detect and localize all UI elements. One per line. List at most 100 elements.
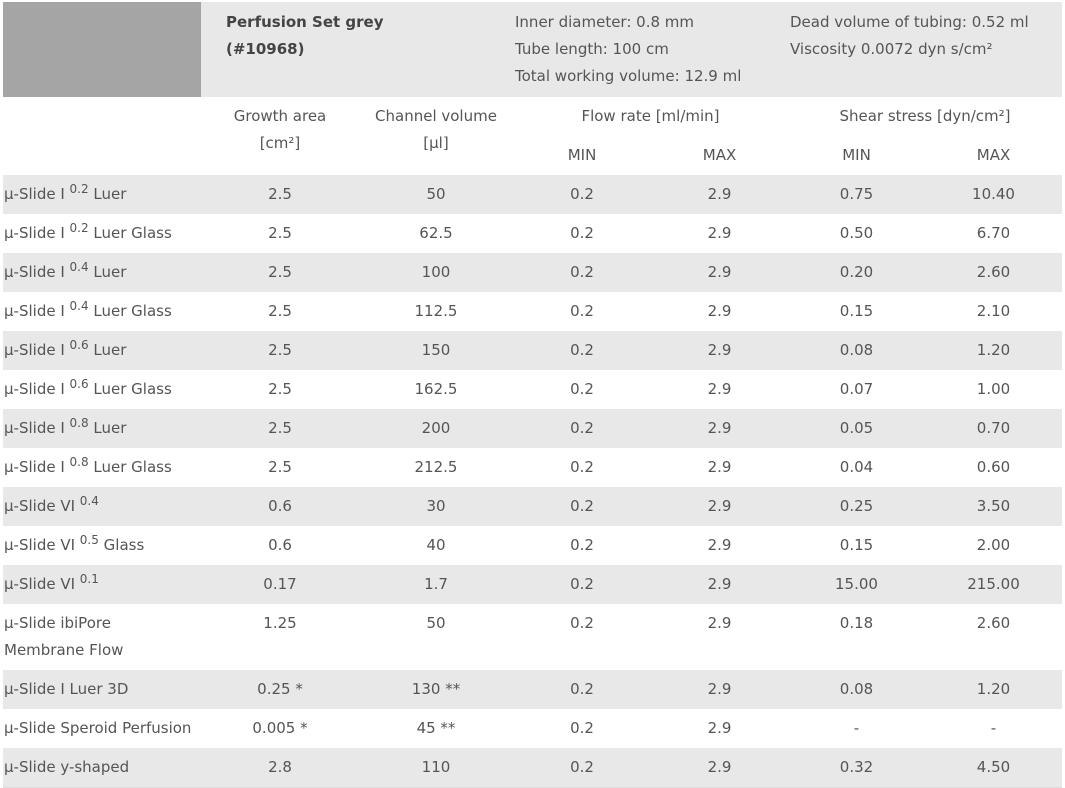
cell: 112.5: [414, 302, 458, 320]
cell: 0.2: [570, 719, 594, 737]
slide-name: µ-Slide I Luer 3D: [4, 680, 129, 698]
slide-name: µ-Slide I: [4, 263, 65, 281]
shear-head: Shear stress [dyn/cm²]: [839, 107, 1011, 125]
cell: 2.9: [651, 670, 788, 709]
cell: 0.17: [201, 565, 359, 604]
cell: 1.20: [925, 670, 1063, 709]
cell: 2.5: [201, 331, 359, 370]
cell: 0.2: [570, 536, 594, 554]
slide-suffix: Glass: [103, 536, 145, 554]
slide-name: µ-Slide I: [4, 185, 65, 203]
cell: 2.5: [268, 458, 292, 476]
cell: 62.5: [419, 224, 453, 242]
cell: 0.08: [788, 670, 925, 709]
flow-head: Flow rate [ml/min]: [581, 107, 720, 125]
table-body: µ-Slide I 0.2 Luer 2.5 50 0.2 2.9 0.75 10.40 µ-…: [3, 175, 1063, 788]
cell: 0.2: [513, 670, 651, 709]
cell: 2.5: [268, 380, 292, 398]
cell: 2.10: [976, 302, 1011, 320]
set-title: Perfusion Set grey (#10968): [201, 2, 513, 97]
specs-right: Dead volume of tubing: 0.52 ml Viscosity …: [788, 2, 1063, 97]
slide-suffix: Luer: [93, 185, 127, 203]
spec: Total working volume: 12.9 ml: [515, 67, 742, 85]
cell: 2.9: [707, 536, 732, 554]
slide-suffix: Luer Glass: [93, 380, 172, 398]
table-row: µ-Slide I 0.2 Luer 2.5 50 0.2 2.9 0.75 10.40: [3, 175, 1063, 214]
row-label: µ-Slide VI 0.4: [3, 487, 201, 526]
cell: 0.2: [513, 748, 651, 788]
row-label: µ-Slide ibiPore Membrane Flow: [3, 604, 201, 670]
slide-name: µ-Slide y-shaped: [4, 758, 130, 776]
cell: 2.8: [201, 748, 359, 788]
table-row: µ-Slide I 0.6 Luer 2.5 150 0.2 2.9 0.08 1.20: [3, 331, 1063, 370]
cell: 130 **: [359, 670, 513, 709]
row-label: µ-Slide I 0.8 Luer Glass: [3, 448, 201, 487]
col-title: Channel volume: [375, 107, 497, 125]
slide-suffix: Luer: [93, 341, 127, 359]
cell: 2.5: [201, 175, 359, 214]
cell: 50: [359, 175, 513, 214]
spec: Inner diameter: 0.8 mm: [515, 13, 695, 31]
cell: 0.04: [839, 458, 874, 476]
cell: 0.2: [513, 565, 651, 604]
title: Perfusion Set grey: [226, 13, 384, 31]
set-header: Perfusion Set grey (#10968) Inner diamete…: [3, 2, 1063, 97]
slide-name: µ-Slide ibiPore Membrane Flow: [4, 614, 124, 659]
slide-name: µ-Slide I: [4, 224, 65, 242]
cell: 150: [359, 331, 513, 370]
cell: 2.60: [976, 614, 1011, 632]
code: (#10968): [226, 40, 305, 58]
cell: 2.5: [268, 224, 292, 242]
cell: 0.2: [513, 487, 651, 526]
cell: 2.00: [976, 536, 1011, 554]
cell: 1.00: [976, 380, 1011, 398]
channel-head: Channel volume [µl]: [359, 97, 513, 175]
slide-suffix: Luer Glass: [93, 224, 172, 242]
cell: -: [990, 719, 997, 737]
slide-height: 0.8: [69, 455, 89, 469]
cell: 2.9: [651, 175, 788, 214]
table-row: µ-Slide I 0.4 Luer 2.5 100 0.2 2.9 0.20 2.60: [3, 253, 1063, 292]
table-row: µ-Slide I 0.2 Luer Glass 2.5 62.5 0.2 2.9 0.5…: [3, 214, 1062, 253]
cell: 0.15: [839, 536, 874, 554]
slide-height: 0.4: [79, 494, 99, 508]
specs-left: Inner diameter: 0.8 mm Tube length: 100 c…: [513, 2, 788, 97]
cell: 0.07: [839, 380, 874, 398]
slide-height: 0.6: [69, 377, 89, 391]
column-subheader: MIN MAX MIN MAX: [3, 136, 1062, 175]
sub-head: MIN: [567, 146, 597, 164]
row-label: µ-Slide I 0.4 Luer: [3, 253, 201, 292]
cell: 2.9: [707, 614, 732, 632]
slide-name: µ-Slide VI: [4, 536, 76, 554]
spec: Viscosity 0.0072 dyn s/cm²: [790, 40, 993, 58]
table-row: µ-Slide I 0.8 Luer Glass 2.5 212.5 0.2 2.9 0.…: [3, 448, 1062, 487]
slide-height: 0.5: [79, 533, 99, 547]
cell: 2.9: [651, 487, 788, 526]
slide-suffix: Luer: [93, 263, 127, 281]
table-row: µ-Slide VI 0.5 Glass 0.6 40 0.2 2.9 0.15 2.00: [3, 526, 1062, 565]
cell: 0.60: [976, 458, 1011, 476]
table-row: µ-Slide ibiPore Membrane Flow 1.25 50 0.2 2.…: [3, 604, 1062, 670]
row-label: µ-Slide I 0.2 Luer: [3, 175, 201, 214]
sub-head: MIN: [842, 146, 871, 164]
cell: 15.00: [788, 565, 925, 604]
cell: 2.5: [201, 253, 359, 292]
cell: 2.9: [707, 380, 732, 398]
cell: 0.2: [570, 458, 594, 476]
cell: 0.75: [788, 175, 925, 214]
cell: 2.5: [201, 409, 359, 448]
table-row: µ-Slide I 0.4 Luer Glass 2.5 112.5 0.2 2.9 0.…: [3, 292, 1062, 331]
cell: 0.2: [513, 331, 651, 370]
row-label: µ-Slide I 0.6 Luer Glass: [3, 370, 201, 409]
column-header: Growth area [cm²] Channel volume [µl] Flow…: [3, 97, 1062, 152]
cell: 0.2: [570, 614, 594, 632]
cell: 2.9: [651, 748, 788, 788]
cell: 3.50: [925, 487, 1063, 526]
slide-height: 0.2: [69, 182, 89, 196]
row-label: µ-Slide I 0.8 Luer: [3, 409, 201, 448]
slide-name: µ-Slide VI: [4, 497, 76, 515]
cell: 6.70: [976, 224, 1011, 242]
cell: 2.9: [651, 409, 788, 448]
cell: 2.9: [707, 458, 732, 476]
table-row: µ-Slide VI 0.4 0.6 30 0.2 2.9 0.25 3.50: [3, 487, 1063, 526]
